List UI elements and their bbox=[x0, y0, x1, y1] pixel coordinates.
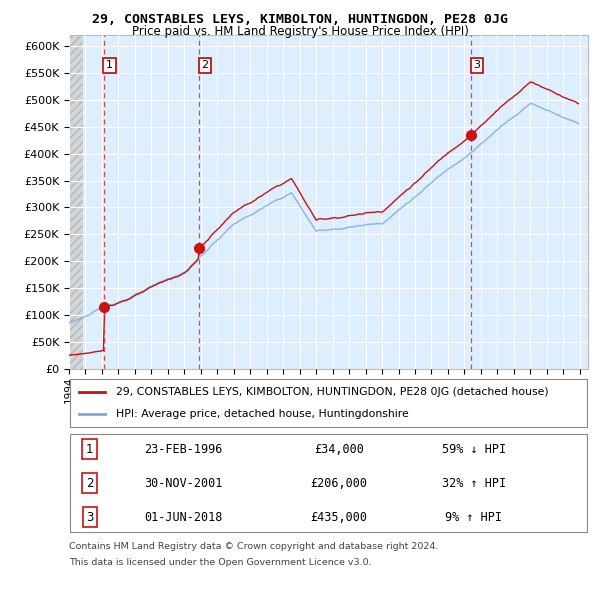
FancyBboxPatch shape bbox=[70, 434, 587, 532]
Text: 01-JUN-2018: 01-JUN-2018 bbox=[144, 510, 223, 523]
Text: 2: 2 bbox=[202, 60, 209, 70]
Bar bbox=[69, 35, 83, 369]
Text: 29, CONSTABLES LEYS, KIMBOLTON, HUNTINGDON, PE28 0JG (detached house): 29, CONSTABLES LEYS, KIMBOLTON, HUNTINGD… bbox=[116, 386, 548, 396]
FancyBboxPatch shape bbox=[70, 379, 587, 427]
Text: 2: 2 bbox=[86, 477, 94, 490]
Text: HPI: Average price, detached house, Huntingdonshire: HPI: Average price, detached house, Hunt… bbox=[116, 409, 409, 419]
Text: 23-FEB-1996: 23-FEB-1996 bbox=[144, 443, 223, 456]
Text: 1: 1 bbox=[106, 60, 113, 70]
Text: 32% ↑ HPI: 32% ↑ HPI bbox=[442, 477, 506, 490]
Text: 1: 1 bbox=[86, 443, 94, 456]
Text: 29, CONSTABLES LEYS, KIMBOLTON, HUNTINGDON, PE28 0JG: 29, CONSTABLES LEYS, KIMBOLTON, HUNTINGD… bbox=[92, 13, 508, 26]
Text: £435,000: £435,000 bbox=[310, 510, 367, 523]
Text: Contains HM Land Registry data © Crown copyright and database right 2024.: Contains HM Land Registry data © Crown c… bbox=[69, 542, 439, 550]
Text: 30-NOV-2001: 30-NOV-2001 bbox=[144, 477, 223, 490]
Text: £34,000: £34,000 bbox=[314, 443, 364, 456]
Text: 3: 3 bbox=[473, 60, 481, 70]
Text: 3: 3 bbox=[86, 510, 94, 523]
Text: Price paid vs. HM Land Registry's House Price Index (HPI): Price paid vs. HM Land Registry's House … bbox=[131, 25, 469, 38]
Text: This data is licensed under the Open Government Licence v3.0.: This data is licensed under the Open Gov… bbox=[69, 558, 371, 566]
Text: 9% ↑ HPI: 9% ↑ HPI bbox=[445, 510, 502, 523]
Text: 59% ↓ HPI: 59% ↓ HPI bbox=[442, 443, 506, 456]
Text: £206,000: £206,000 bbox=[310, 477, 367, 490]
